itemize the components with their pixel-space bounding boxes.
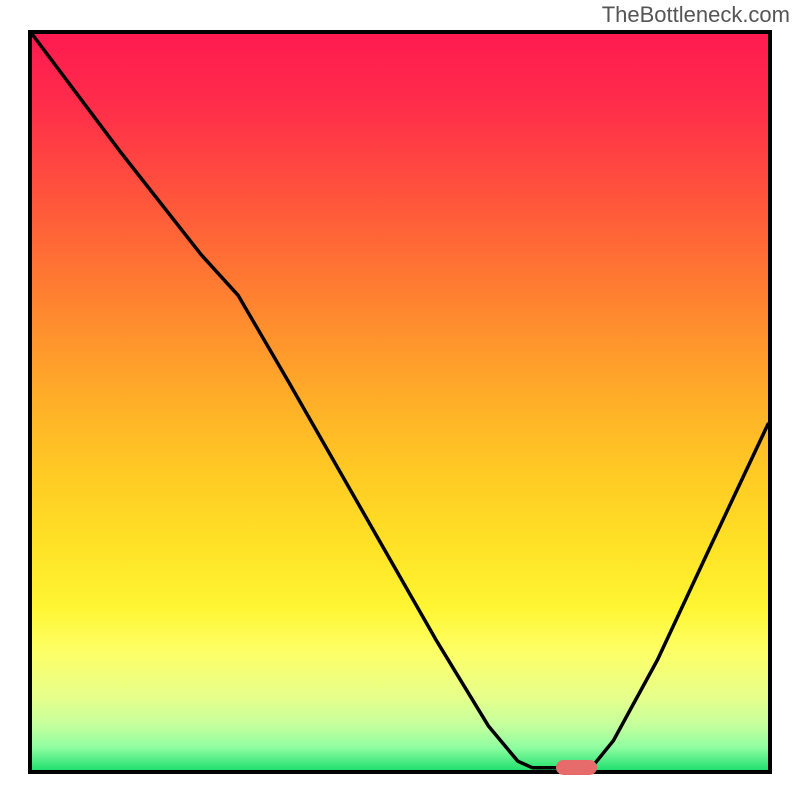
- watermark-text: TheBottleneck.com: [602, 2, 790, 28]
- chart-frame: [28, 30, 772, 774]
- bottleneck-curve: [32, 34, 768, 770]
- optimal-marker: [556, 760, 596, 775]
